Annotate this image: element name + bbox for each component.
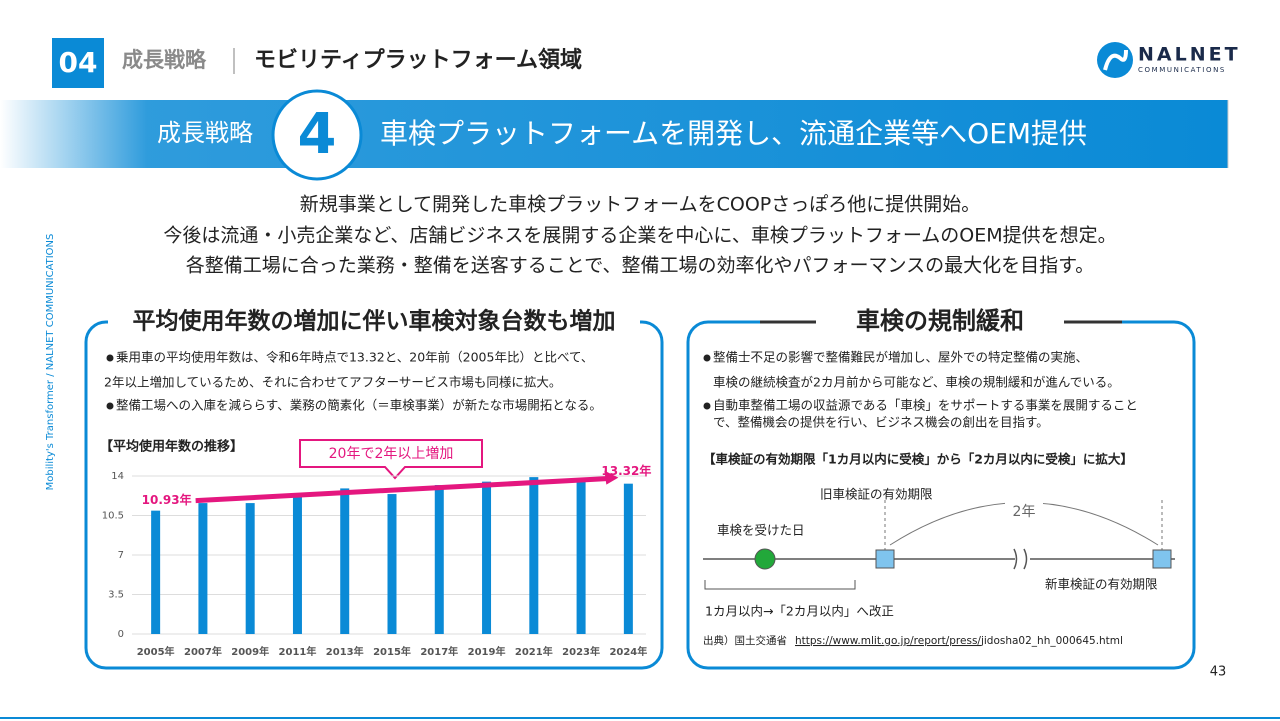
trend-arrow-head bbox=[604, 470, 619, 485]
bullet bbox=[703, 354, 711, 362]
bar bbox=[576, 481, 586, 634]
bullet-text: 2年以上増加しているため、それに合わせてアフターサービス市場も同様に拡大。 bbox=[104, 375, 561, 390]
old-expiry-marker bbox=[875, 549, 895, 569]
old-expiry-label: 旧車検証の有効期限 bbox=[820, 487, 933, 502]
bullet-text: 自動車整備工場の収益源である「車検」をサポートする事業を展開すること bbox=[713, 398, 1138, 413]
bullet bbox=[106, 402, 114, 410]
banner-label: 成長戦略 bbox=[157, 119, 253, 147]
section-name: 成長戦略 bbox=[122, 48, 207, 72]
source-rest: jidosha02_hh_000645.html bbox=[980, 635, 1123, 647]
x-tick-label: 2007年 bbox=[184, 645, 222, 658]
x-tick-label: 2024年 bbox=[609, 645, 647, 658]
header-title: モビリティプラットフォーム領域 bbox=[254, 47, 582, 73]
y-tick-label: 10.5 bbox=[102, 511, 124, 522]
logo-mark bbox=[1103, 49, 1128, 71]
timeline: 2年 車検を受けた日 旧車検証の有効期限 新車検証の有効期限 1カ月以内→「2カ… bbox=[703, 487, 1175, 619]
left-bullets: 乗用車の平均使用年数は、令和6年時点で13.32と、20年前（2005年比）と比… bbox=[104, 350, 602, 413]
callout bbox=[299, 439, 483, 480]
y-tick-label: 14 bbox=[111, 471, 124, 482]
left-title: 平均使用年数の増加に伴い車検対象台数も増加 bbox=[133, 308, 616, 335]
x-tick-label: 2019年 bbox=[468, 645, 506, 658]
bar bbox=[198, 503, 208, 634]
intro-line: 各整備工場に合った業務・整備を送客することで、整備工場の効率化やパフォーマンスの… bbox=[186, 255, 1094, 277]
source-label: 出典）国土交通省 bbox=[703, 634, 787, 647]
banner-title: 車検プラットフォームを開発し、流通企業等へOEM提供 bbox=[380, 117, 1087, 150]
bar-chart: 0 3.5 7 10.5 14 2005年 10.93年 2007年 2009年 2011年 201… bbox=[102, 463, 652, 658]
bullet bbox=[106, 354, 114, 362]
change-label: 1カ月以内→「2カ月以内」へ改正 bbox=[705, 604, 894, 619]
inspected-label: 車検を受けた日 bbox=[717, 523, 805, 538]
bullet-text: で、整備機会の提供を行い、ビジネス機会の創出を目指す。 bbox=[713, 415, 1049, 430]
intro: 新規事業として開発した車検プラットフォームをCOOPさっぽろ他に提供開始。 今後… bbox=[163, 194, 1116, 277]
x-tick-label: 2013年 bbox=[326, 645, 364, 658]
callout-text: 20年で2年以上増加 bbox=[329, 446, 454, 462]
logo-icon bbox=[1097, 42, 1133, 78]
chart-label: 【平均使用年数の推移】 bbox=[100, 439, 243, 455]
bar bbox=[292, 494, 302, 634]
new-expiry-label: 新車検証の有効期限 bbox=[1045, 577, 1158, 592]
bullet-text: 車検の継続検査が2カ月前から可能など、車検の規制緩和が進んでいる。 bbox=[713, 375, 1120, 390]
inspected-marker bbox=[754, 548, 776, 570]
bar bbox=[623, 483, 633, 634]
banner bbox=[0, 100, 1228, 168]
section-number: 04 bbox=[59, 46, 98, 79]
bar bbox=[387, 494, 397, 634]
bar bbox=[529, 477, 539, 634]
page-number: 43 bbox=[1210, 665, 1227, 680]
bar bbox=[340, 488, 350, 634]
x-tick-label: 2017年 bbox=[420, 645, 458, 658]
bullet bbox=[703, 402, 711, 410]
source: 出典）国土交通省 https://www.mlit.go.jp/report/pr… bbox=[703, 634, 1123, 647]
break-mark bbox=[1013, 548, 1028, 570]
source-link[interactable]: https://www.mlit.go.jp/report/press/ bbox=[795, 635, 981, 647]
bar bbox=[434, 485, 444, 634]
x-tick-label: 2009年 bbox=[231, 645, 269, 658]
side-text: Mobility's Transformer / NALNET COMMUNIC… bbox=[45, 234, 56, 491]
bar bbox=[482, 481, 492, 634]
x-tick-label: 2015年 bbox=[373, 645, 411, 658]
banner-number: 4 bbox=[298, 102, 337, 167]
y-tick-label: 7 bbox=[118, 550, 124, 561]
y-tick-label: 0 bbox=[118, 629, 124, 640]
logo-sub: COMMUNICATIONS bbox=[1138, 66, 1226, 74]
bar bbox=[151, 510, 161, 634]
logo-name: NALNET bbox=[1138, 44, 1241, 66]
section-badge bbox=[52, 38, 104, 88]
span-label: 2年 bbox=[1013, 504, 1036, 520]
value-label: 13.32年 bbox=[601, 463, 651, 478]
diagram-title: 【車検証の有効期限「1カ月以内に受検」から「2カ月以内に受検」に拡大】 bbox=[703, 452, 1133, 467]
right-bullets: 整備士不足の影響で整備難民が増加し、屋外での特定整備の実施、 車検の継続検査が2… bbox=[703, 350, 1138, 430]
x-tick-label: 2011年 bbox=[279, 645, 317, 658]
x-tick-label: 2021年 bbox=[515, 645, 553, 658]
title-mask bbox=[820, 306, 1060, 338]
banner-circle bbox=[271, 89, 363, 181]
right-title: 車検の規制緩和 bbox=[856, 307, 1024, 335]
title-mask bbox=[108, 306, 640, 338]
bracket bbox=[704, 580, 856, 590]
intro-line: 新規事業として開発した車検プラットフォームをCOOPさっぽろ他に提供開始。 bbox=[300, 194, 981, 216]
bar bbox=[245, 503, 255, 634]
bullet-text: 整備士不足の影響で整備難民が増加し、屋外での特定整備の実施、 bbox=[713, 350, 1088, 365]
trend-arrow bbox=[195, 476, 607, 504]
span-mask bbox=[1005, 502, 1043, 522]
bullet-text: 整備工場への入庫を減ららす、業務の簡素化（＝車検事業）が新たな市場開拓となる。 bbox=[116, 398, 602, 413]
x-tick-label: 2023年 bbox=[562, 645, 600, 658]
value-label: 10.93年 bbox=[142, 492, 192, 507]
x-tick-label: 2005年 bbox=[137, 645, 175, 658]
bullet-text: 乗用車の平均使用年数は、令和6年時点で13.32と、20年前（2005年比）と比… bbox=[116, 350, 593, 365]
y-tick-label: 3.5 bbox=[108, 590, 124, 601]
intro-line: 今後は流通・小売企業など、店舗ビジネスを展開する企業を中心に、車検プラットフォー… bbox=[163, 225, 1116, 247]
new-expiry-marker bbox=[1152, 549, 1172, 569]
